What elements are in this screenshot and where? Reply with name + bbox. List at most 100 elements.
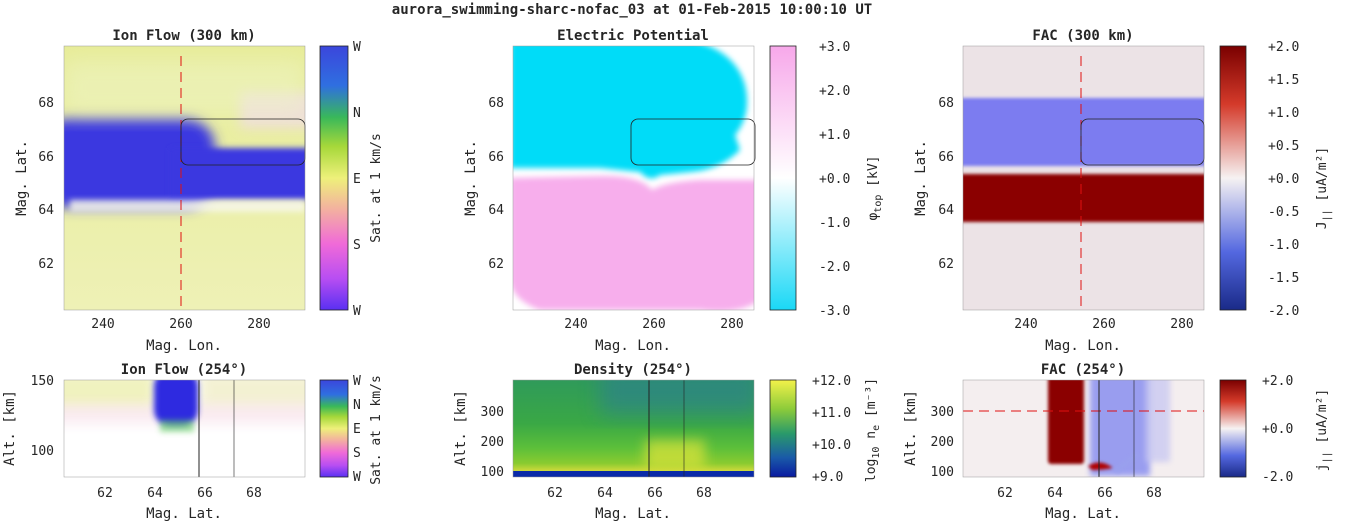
density-254-colorbar-ticks: +12.0 +11.0 +10.0 +9.0 [812,374,851,485]
ion-flow-254-xtick-68: 68 [246,486,262,501]
fac-300km-colorbar-label: J|| [uA/m²] [1315,147,1333,230]
density-254-cblabel-sub: 10 [871,447,882,459]
electric-potential-cbtick-p2: +2.0 [819,84,850,99]
ion-flow-300km-ylabel: Mag. Lat. [14,140,30,216]
fac-300km-frame [962,45,1205,311]
fac-300km-cbtick-m2.0: -2.0 [1268,304,1299,319]
electric-potential-panel: Electric Potential 62 64 66 68 240 260 2… [463,28,884,354]
density-254-colorbar [769,379,797,478]
fac-300km-xticks: 240 260 280 [1014,317,1193,332]
figure-title: aurora_swimming-sharc-nofac_03 at 01-Feb… [392,2,872,18]
fac-254-low-altitude-blue-wedge [1112,452,1140,474]
density-254-cbtick-11: +11.0 [812,406,851,421]
electric-potential-plot-area [513,46,754,310]
fac-254-xtick-66: 66 [1097,486,1113,501]
electric-potential-yticks: 62 64 66 68 [488,96,504,272]
electric-potential-colorbar-ticks: +3.0 +2.0 +1.0 +0.0 -1.0 -2.0 -3.0 [819,40,850,319]
ion-flow-254-colorbar-label: Sat. at 1 km/s [369,375,384,485]
density-254-cbtick-10: +10.0 [812,438,851,453]
density-254-cbtick-9: +9.0 [812,470,843,485]
density-254-xlabel: Mag. Lat. [595,506,671,522]
fac-254-ytick-200: 200 [931,435,954,450]
ion-flow-300km-upper-haze [64,60,305,115]
fac-300km-cbtick-p1.0: +1.0 [1268,106,1299,121]
ion-flow-254-cbtick-E: E [353,422,361,437]
ion-flow-300km-cbtick-N: N [353,106,361,121]
electric-potential-cbtick-m2: -2.0 [819,260,850,275]
ion-flow-254-yticks: 100 150 [31,374,54,459]
electric-potential-cbtick-p1: +1.0 [819,128,850,143]
fac-254-xlabel: Mag. Lat. [1045,506,1121,522]
fac-254-cbtick-0: +0.0 [1262,422,1293,437]
fac-254-ytick-100: 100 [931,465,954,480]
fac-254-colorbar-ticks: +2.0 +0.0 -2.0 [1262,374,1293,485]
ion-flow-254-colorbar [319,379,349,478]
density-254-ylabel: Alt. [km] [453,390,469,466]
fac-300km-plot-area [963,46,1204,310]
ion-flow-254-ytick-100: 100 [31,444,54,459]
fac-254-low-altitude-wedge [1088,462,1113,470]
fac-254-cbtick-p2: +2.0 [1262,374,1293,389]
fac-254-frame [962,379,1205,478]
fac-254-xtick-64: 64 [1047,486,1063,501]
fac-300km-cbtick-m1.5: -1.5 [1268,271,1299,286]
ion-flow-300km-cbtick-E: E [353,172,361,187]
fac-254-cblabel-unit: [uA/m²] [1315,389,1330,452]
fac-300km-yticks: 62 64 66 68 [938,96,954,272]
fac-300km-colorbar [1219,45,1247,311]
density-254-xticks: 62 64 66 68 [547,486,712,501]
ion-flow-254-xticks: 62 64 66 68 [97,486,262,501]
ion-flow-300km-colorbar-label: Sat. at 1 km/s [369,133,384,243]
density-254-ytick-100: 100 [481,465,504,480]
fac-300km-ytick-62: 62 [938,257,954,272]
fac-300km-xtick-260: 260 [1092,317,1115,332]
ion-flow-254-green-fringe [160,420,194,432]
density-254-xtick-68: 68 [696,486,712,501]
electric-potential-region-box [630,118,756,166]
fac-254-negative-column [1090,380,1150,476]
electric-potential-cblabel-unit: [kV] [866,155,881,194]
electric-potential-positive-region [513,175,754,310]
density-254-cblabel-tail: [m⁻³] [864,378,879,425]
electric-potential-ytick-62: 62 [488,257,504,272]
ion-flow-254-ytick-150: 150 [31,374,54,389]
fac-300km-cblabel-unit: [uA/m²] [1315,147,1330,210]
ion-flow-254-cbtick-N: N [353,398,361,413]
fac-254-xtick-68: 68 [1146,486,1162,501]
ion-flow-300km-yticks: 62 64 66 68 [38,96,54,272]
fac-254-plot-area [963,380,1204,477]
fac-300km-xtick-280: 280 [1170,317,1193,332]
ion-flow-254-xlabel: Mag. Lat. [146,506,222,522]
electric-potential-xlabel: Mag. Lon. [595,338,671,354]
density-254-cblabel-main: log [864,459,879,482]
fac-300km-cbtick-m0.5: -0.5 [1268,205,1299,220]
density-254-colorbar-label: log10 ne [m⁻³] [864,378,882,482]
fac-300km-ytick-64: 64 [938,203,954,218]
ion-flow-300km-title: Ion Flow (300 km) [112,28,255,44]
fac-254-colorbar [1219,379,1247,478]
density-254-cbtick-12: +12.0 [812,374,851,389]
ion-flow-300km-south-white-edge [70,200,305,212]
electric-potential-cbtick-m3: -3.0 [819,304,850,319]
fac-254-ylabel: Alt. [km] [903,390,919,466]
fac-254-ytick-300: 300 [931,405,954,420]
fac-254-xticks: 62 64 66 68 [997,486,1162,501]
ion-flow-254-plot-area [64,380,305,477]
density-254-xtick-66: 66 [647,486,663,501]
density-254-panel: Density (254°) 100 200 300 62 64 66 68 M… [453,362,882,522]
ion-flow-254-cbtick-W-bottom: W [353,470,361,485]
ion-flow-300km-frame [63,45,306,311]
density-254-ytick-300: 300 [481,405,504,420]
fac-300km-positive-band [963,174,1204,222]
ion-flow-300km-westward-flow-band-east [170,148,305,200]
density-254-cblabel-unit: n [864,431,879,447]
fac-300km-panel: FAC (300 km) 62 64 66 68 240 260 280 Mag… [913,28,1333,354]
electric-potential-frame [512,45,755,311]
fac-300km-xlabel: Mag. Lon. [1045,338,1121,354]
ion-flow-254-frame [63,379,306,478]
ion-flow-254-cbtick-W-top: W [353,374,361,389]
density-254-low-altitude-band [513,471,754,477]
electric-potential-ytick-68: 68 [488,96,504,111]
fac-300km-cbtick-0: +0.0 [1268,172,1299,187]
electric-potential-negative-region [513,46,747,179]
